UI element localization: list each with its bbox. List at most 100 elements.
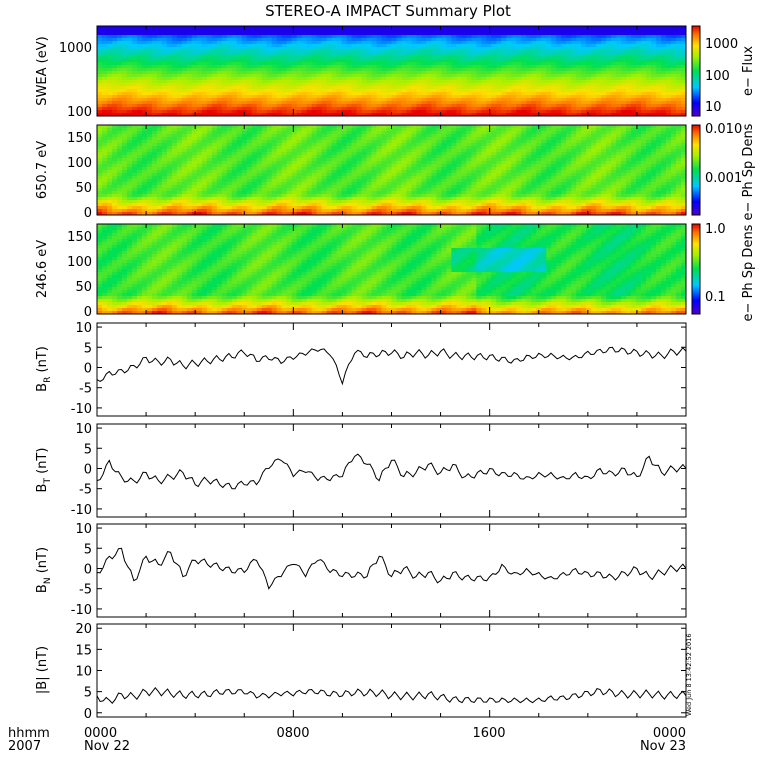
spectrogram-cell [526,47,532,51]
spectrogram-cell [126,68,133,72]
spectrogram-cell [591,56,597,60]
spectrogram-cell [221,167,228,171]
spectrogram-cell [306,32,313,36]
spectrogram-cell [331,164,337,168]
spectrogram-cell [316,194,323,198]
spectrogram-cell [291,83,298,87]
spectrogram-cell [306,176,313,180]
spectrogram-cell [261,95,268,99]
spectrogram-cell [676,62,682,66]
spectrogram-cell [231,107,238,111]
spectrogram-cell [151,209,158,213]
spectrogram-cell [321,89,328,93]
spectrogram-cell [106,182,113,186]
spectrogram-cell [531,89,537,93]
spectrogram-cell [536,92,542,96]
spectrogram-cell [241,158,248,162]
spectrogram-cell [616,62,622,66]
spectrogram-cell [156,197,163,201]
spectrogram-cell [281,209,288,213]
spectrogram-cell [316,125,323,129]
spectrogram-cell [226,149,233,153]
spectrogram-cell [201,29,208,33]
spectrogram-cell [191,173,198,177]
spectrogram-cell [381,113,387,117]
spectrogram-cell [156,44,163,48]
spectrogram-cell [451,107,457,111]
spectrogram-cell [501,50,507,54]
spectrogram-cell [121,179,128,183]
spectrogram-cell [656,107,662,111]
spectrogram-cell [186,107,193,111]
spectrogram-cell [426,26,432,30]
spectrogram-cell [476,26,482,30]
spectrogram-cell [241,209,248,213]
spectrogram-cell [311,29,318,33]
spectrogram-cell [661,101,667,105]
spectrogram-cell [661,107,667,111]
spectrogram-cell [436,53,442,57]
spectrogram-cell [446,68,452,72]
spectrogram-cell [226,203,233,207]
spectrogram-cell [141,155,148,159]
spectrogram-cell [496,56,502,60]
spectrogram-cell [546,53,552,57]
spectrogram-cell [671,77,677,81]
spectrogram-cell [156,206,163,210]
spectrogram-cell [226,143,233,147]
spectrogram-cell [101,92,108,96]
spectrogram-cell [486,47,492,51]
spectrogram-cell [236,41,243,45]
spectrogram-cell [146,95,153,99]
spectrogram-cell [266,50,273,54]
spectrogram-cell [676,29,682,33]
spectrogram-cell [171,89,178,93]
spectrogram-cell [306,164,313,168]
spectrogram-cell [101,53,108,57]
spectrogram-cell [281,143,288,147]
spectrogram-cell [436,29,442,33]
spectrogram-cell [206,161,213,165]
spectrogram-cell [146,179,153,183]
spectrogram-cell [426,113,432,117]
spectrogram-cell [156,209,163,213]
spectrogram-cell [191,38,198,42]
spectrogram-cell [251,56,258,60]
spectrogram-cell [431,107,437,111]
spectrogram-cell [211,212,218,216]
spectrogram-cell [121,74,128,78]
spectrogram-cell [286,53,293,57]
spectrogram-cell [121,83,128,87]
spectrogram-cell [101,179,108,183]
spectrogram-cell [641,71,647,75]
spectrogram-cell [221,56,228,60]
spectrogram-cell [156,92,163,96]
spectrogram-cell [591,77,597,81]
spectrogram-cell [196,209,203,213]
spectrogram-cell [111,149,118,153]
spectrogram-cell [151,29,158,33]
spectrogram-cell [321,35,328,39]
spectrogram-cell [656,71,662,75]
spectrogram-cell [126,50,133,54]
spectrogram-cell [126,65,133,69]
spectrogram-cell [216,203,223,207]
spectrogram-cell [166,113,173,117]
spectrogram-cell [346,50,352,54]
spectrogram-cell [531,56,537,60]
spectrogram-cell [671,89,677,93]
spectrogram-cell [266,35,273,39]
spectrogram-cell [261,29,268,33]
spectrogram-cell [316,203,323,207]
spectrogram-cell [411,86,417,90]
spectrogram-cell [576,68,582,72]
spectrogram-cell [176,197,183,201]
spectrogram-cell [641,80,647,84]
spectrogram-cell [606,68,612,72]
spectrogram-cell [626,41,632,45]
spectrogram-cell [191,152,198,156]
spectrogram-cell [281,95,288,99]
spectrogram-cell [336,140,342,144]
spectrogram-cell [551,101,557,105]
spectrogram-cell [511,113,517,117]
